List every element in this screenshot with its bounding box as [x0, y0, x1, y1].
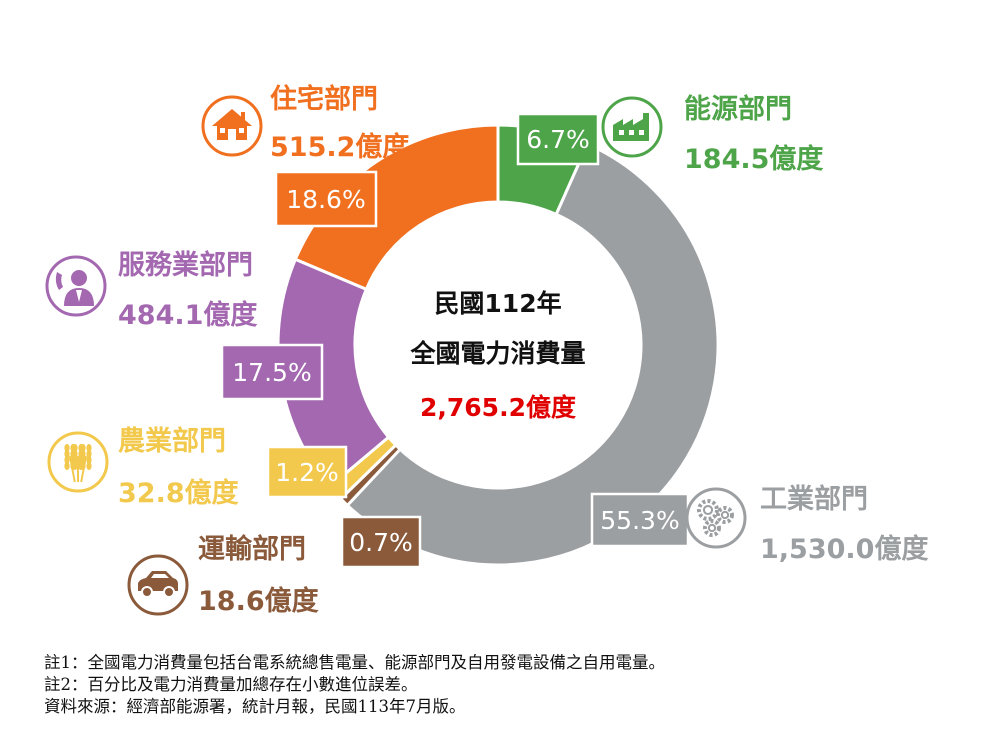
car-icon: [127, 554, 189, 616]
center-title: 全國電力消費量: [409, 339, 585, 368]
center-year: 民國112年: [434, 289, 561, 318]
wheat-icon: [47, 431, 109, 493]
pct-label-4: 17.5%: [232, 358, 311, 387]
center-total: 2,765.2億度: [420, 393, 576, 422]
sector-value-5: 515.2億度: [270, 131, 409, 163]
factory-icon: [601, 96, 663, 158]
sector-name-3: 農業部門: [118, 425, 226, 457]
pct-label-1: 55.3%: [600, 506, 679, 535]
note-1: 註1：全國電力消費量包括台電系統總售電量、能源部門及自用發電設備之自用電量。: [44, 653, 665, 672]
pct-box-5: [274, 170, 378, 228]
gears-icon: [685, 487, 747, 549]
sector-name-1: 工業部門: [760, 483, 868, 515]
pct-label-0: 6.7%: [526, 125, 590, 154]
pct-box-2: [340, 515, 422, 569]
pct-box-1: [590, 492, 690, 548]
sector-value-0: 184.5億度: [684, 143, 823, 175]
pct-box-3: [266, 445, 348, 499]
note-source: 資料來源：經濟部能源署，統計月報，民國113年7月版。: [44, 697, 466, 716]
sector-name-0: 能源部門: [684, 93, 792, 125]
sector-name-2: 運輸部門: [198, 533, 306, 565]
pct-label-3: 1.2%: [275, 458, 339, 487]
note-2: 註2：百分比及電力消費量加總存在小數進位誤差。: [44, 675, 418, 694]
sector-value-1: 1,530.0億度: [760, 533, 928, 565]
service-person-icon: [45, 255, 107, 317]
sector-value-3: 32.8億度: [118, 477, 239, 509]
footnotes: 註1：全國電力消費量包括台電系統總售電量、能源部門及自用發電設備之自用電量。 註…: [44, 652, 665, 718]
sector-value-2: 18.6億度: [198, 585, 319, 617]
house-icon: [201, 95, 263, 157]
sector-name-5: 住宅部門: [270, 83, 378, 115]
pct-box-0: [516, 112, 600, 166]
sector-name-4: 服務業部門: [118, 249, 253, 281]
pct-label-5: 18.6%: [286, 185, 365, 214]
pct-box-4: [220, 343, 324, 401]
pct-label-2: 0.7%: [349, 528, 413, 557]
sector-value-4: 484.1億度: [118, 299, 257, 331]
